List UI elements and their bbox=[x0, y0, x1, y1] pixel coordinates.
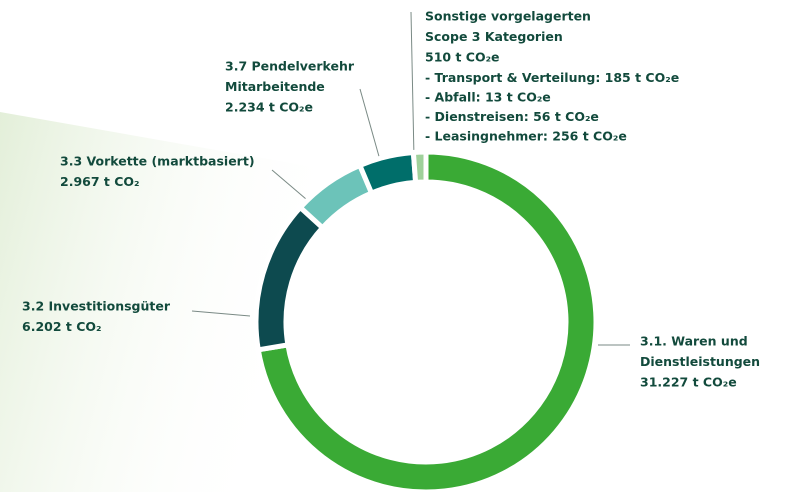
category-label: Dienstleistungen bbox=[640, 354, 760, 369]
donut-segment bbox=[356, 149, 419, 197]
donut-segment bbox=[255, 149, 599, 492]
value-label: 510 t CO₂e bbox=[425, 50, 500, 65]
category-label: 3.7 Pendelverkehr bbox=[225, 59, 355, 74]
category-label: Sonstige vorgelagerten bbox=[425, 9, 591, 24]
leader-lines bbox=[191, 11, 630, 346]
donut-segment bbox=[410, 149, 429, 186]
leader-line bbox=[271, 169, 307, 200]
category-label: 3.2 Investitionsgüter bbox=[22, 299, 171, 314]
leader-line bbox=[410, 11, 415, 159]
category-label: Scope 3 Kategorien bbox=[425, 29, 563, 44]
category-label: 3.1. Waren und bbox=[640, 334, 748, 349]
value-label: 2.234 t CO₂e bbox=[225, 100, 313, 115]
value-label: 6.202 t CO₂ bbox=[22, 319, 102, 334]
value-label: 31.227 t CO₂e bbox=[640, 375, 737, 390]
detail-label: - Leasingnehmer: 256 t CO₂e bbox=[425, 129, 627, 144]
category-label: Mitarbeitende bbox=[225, 79, 325, 94]
value-label: 2.967 t CO₂ bbox=[60, 174, 140, 189]
detail-label: - Dienstreisen: 56 t CO₂e bbox=[425, 109, 599, 124]
leader-line bbox=[359, 88, 381, 161]
category-label: 3.3 Vorkette (marktbasiert) bbox=[60, 154, 255, 169]
leader-line bbox=[191, 310, 251, 317]
detail-label: - Transport & Verteilung: 185 t CO₂e bbox=[425, 70, 679, 85]
detail-label: - Abfall: 13 t CO₂e bbox=[425, 90, 551, 105]
background bbox=[0, 112, 330, 492]
